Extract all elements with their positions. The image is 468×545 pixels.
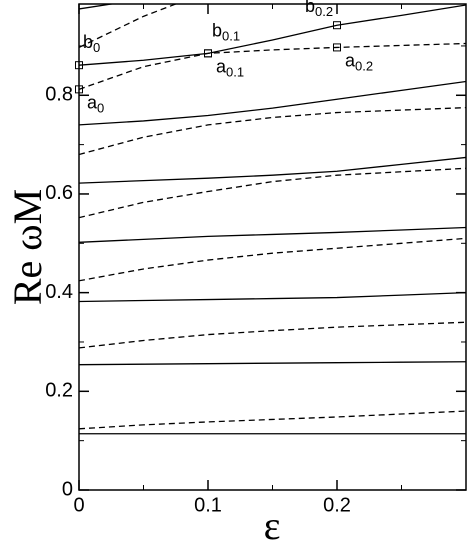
y-tick-label: 0.8	[45, 84, 73, 106]
annotation-subscript: 0	[93, 41, 100, 56]
series-line	[79, 4, 116, 10]
x-tick-label: 0	[73, 494, 84, 516]
point-marker	[75, 85, 83, 94]
annotation: b0.1	[212, 20, 240, 44]
y-tick-label: 0	[62, 478, 73, 500]
series-line	[79, 361, 466, 366]
annotation-subscript: 0.1	[222, 29, 240, 44]
y-tick-label: 0.4	[45, 281, 73, 303]
annotation: b0	[83, 32, 100, 56]
annotation-letter: b	[212, 20, 222, 40]
annotation: a0.2	[345, 50, 373, 74]
x-tick-label: 0.1	[194, 494, 222, 516]
annotation-letter: a	[87, 92, 98, 112]
annotation-subscript: 0.2	[355, 59, 373, 74]
annotation-letter: b	[305, 0, 315, 16]
annotation-letter: a	[216, 56, 227, 76]
series-line	[79, 156, 466, 184]
series-line	[79, 410, 466, 430]
y-tick-label: 0.2	[45, 380, 73, 402]
series-line	[79, 4, 178, 49]
annotation-subscript: 0	[97, 101, 104, 116]
point-marker	[333, 21, 341, 30]
y-axis-title: Re ωM	[5, 189, 50, 305]
series-line	[79, 42, 466, 90]
y-tick-label: 0.6	[45, 182, 73, 204]
series-line	[79, 80, 466, 126]
annotation-subscript: 0.2	[315, 5, 333, 20]
series-line	[79, 291, 466, 303]
series-line	[79, 106, 466, 156]
annotation: a0	[87, 92, 104, 116]
plot-frame	[78, 3, 467, 491]
x-tick-label: 0.2	[323, 494, 351, 516]
series-line	[79, 4, 466, 66]
annotation: b0.2	[305, 0, 333, 20]
point-marker	[75, 61, 83, 70]
series-line	[79, 237, 466, 282]
series-line	[79, 226, 466, 243]
plot-lines	[79, 4, 466, 435]
x-axis-title: ε	[264, 503, 281, 545]
point-marker	[204, 49, 212, 58]
annotation: a0.1	[216, 56, 244, 80]
point-marker	[333, 43, 341, 52]
annotation-letter: b	[83, 32, 93, 52]
annotation-subscript: 0.1	[226, 65, 244, 80]
series-line	[79, 321, 466, 349]
annotation-letter: a	[345, 50, 356, 70]
